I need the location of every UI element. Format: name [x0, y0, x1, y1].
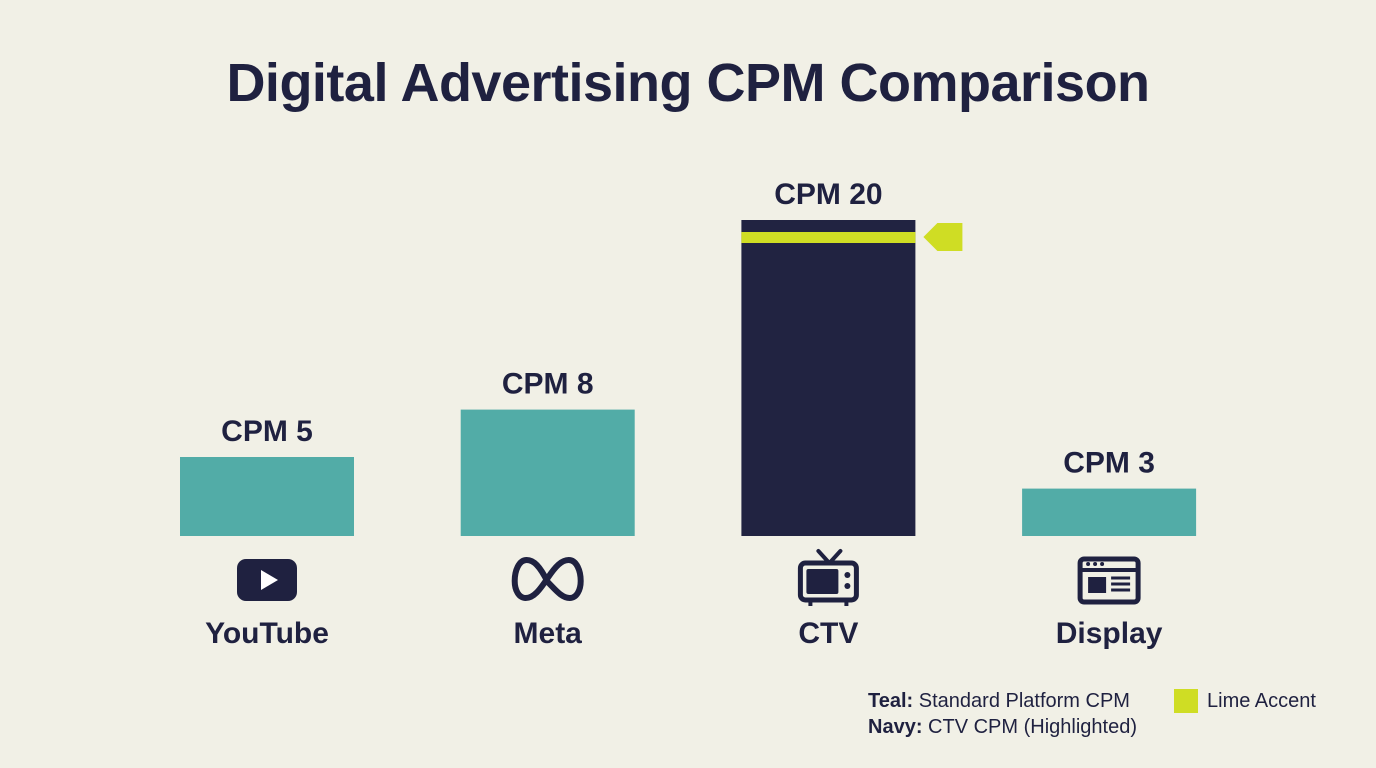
category-label-youtube: YouTube [205, 617, 329, 650]
bar-youtube [180, 457, 354, 536]
legend-teal-text: Standard Platform CPM [918, 690, 1130, 712]
value-label-display: CPM 3 [1063, 447, 1155, 480]
bar-ctv [741, 220, 916, 536]
display-icon [1077, 556, 1141, 605]
value-label-ctv: CPM 20 [774, 178, 882, 211]
lime-swatch [1174, 689, 1198, 713]
lime-accent-marker [923, 223, 963, 251]
lime-accent-stripe [741, 232, 916, 243]
meta-icon [511, 557, 584, 601]
value-label-meta: CPM 8 [502, 368, 594, 401]
category-label-meta: Meta [514, 617, 583, 650]
youtube-icon [237, 559, 297, 601]
legend-teal-entry: Teal: Standard Platform CPM [868, 688, 1137, 714]
legend-navy-entry: Navy: CTV CPM (Highlighted) [868, 714, 1137, 740]
chart-title: Digital Advertising CPM Comparison [226, 53, 1150, 113]
value-label-youtube: CPM 5 [221, 415, 313, 448]
bar-display [1022, 488, 1197, 536]
legend-accent-entry: Lime Accent [1174, 689, 1316, 713]
tv-icon [797, 549, 859, 606]
legend: Teal: Standard Platform CPM Navy: CTV CP… [868, 688, 1137, 740]
legend-accent-text: Lime Accent [1207, 689, 1316, 712]
legend-navy-key: Navy: [868, 716, 923, 738]
legend-navy-text: CTV CPM (Highlighted) [928, 716, 1137, 738]
category-label-display: Display [1056, 617, 1163, 650]
category-label-ctv: CTV [798, 617, 858, 650]
legend-teal-key: Teal: [868, 690, 914, 712]
bar-meta [460, 409, 635, 536]
